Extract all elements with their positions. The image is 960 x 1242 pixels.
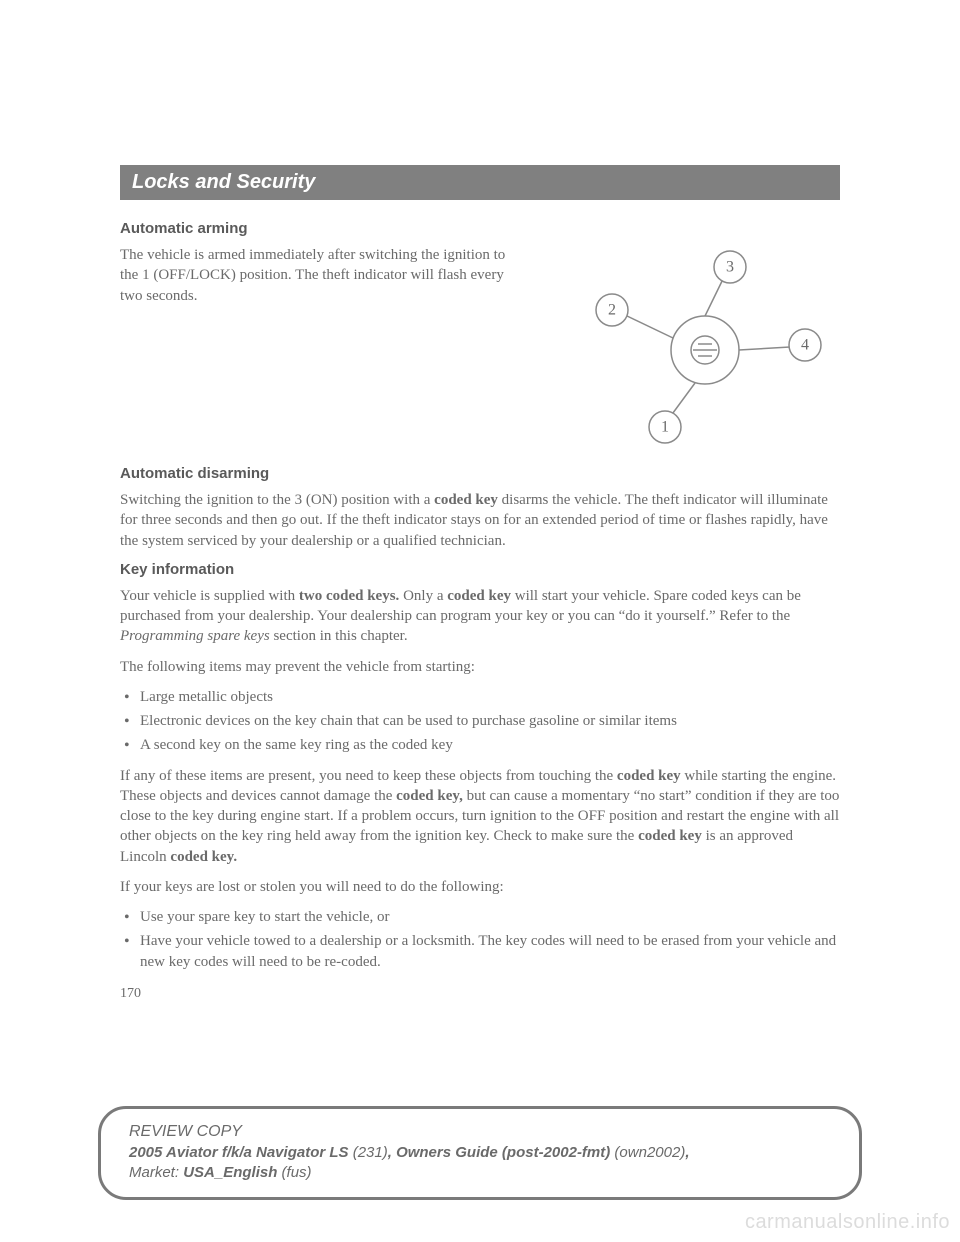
text: A second key on the same key ring as the (140, 737, 392, 753)
keyinfo-p4: If your keys are lost or stolen you will… (120, 877, 840, 897)
ignition-diagram: 3 2 4 1 (550, 245, 840, 445)
list-item: Use your spare key to start the vehicle,… (120, 907, 840, 927)
diagram-label-4: 4 (801, 337, 809, 354)
list-item: Large metallic objects (120, 687, 840, 707)
text-bold: coded key (447, 588, 511, 604)
keyinfo-p3: If any of these items are present, you n… (120, 766, 840, 867)
diagram-label-3: 3 (726, 259, 734, 276)
keyinfo-p2: The following items may prevent the vehi… (120, 657, 840, 677)
text-bold: coded key (434, 492, 498, 508)
text-bold: coded key (392, 737, 453, 753)
bullet-list-1: Large metallic objects Electronic device… (120, 687, 840, 756)
text-bold: Owners Guide (post-2002-fmt) (396, 1144, 610, 1161)
disarming-body: Switching the ignition to the 3 (ON) pos… (120, 490, 840, 551)
footer-box: REVIEW COPY 2005 Aviator f/k/a Navigator… (98, 1106, 862, 1201)
section-header: Locks and Security (120, 165, 840, 200)
text-bold: USA_English (183, 1164, 277, 1181)
heading-automatic-disarming: Automatic disarming (120, 465, 840, 482)
text: (own2002) (610, 1144, 685, 1161)
heading-key-information: Key information (120, 561, 840, 578)
footer-line-2: Market: USA_English (fus) (129, 1163, 831, 1183)
text-bold: , (388, 1144, 396, 1161)
page-number: 170 (120, 986, 840, 1002)
text: (231) (349, 1144, 388, 1161)
manual-page: Locks and Security Automatic arming The … (0, 0, 960, 1002)
text: If any of these items are present, you n… (120, 768, 617, 784)
list-item: Have your vehicle towed to a dealership … (120, 931, 840, 972)
list-item: Electronic devices on the key chain that… (120, 711, 840, 731)
text-bold: , (685, 1144, 689, 1161)
arming-text: The vehicle is armed immediately after s… (120, 245, 520, 445)
text-bold: coded key. (170, 849, 237, 865)
text: section in this chapter. (270, 628, 408, 644)
watermark: carmanualsonline.info (745, 1211, 950, 1234)
list-item: A second key on the same key ring as the… (120, 735, 840, 755)
text-bold: 2005 Aviator f/k/a Navigator LS (129, 1144, 349, 1161)
text-bold: coded key (617, 768, 681, 784)
keyinfo-p1: Your vehicle is supplied with two coded … (120, 586, 840, 647)
diagram-label-1: 1 (661, 419, 669, 436)
footer-review: REVIEW COPY (129, 1123, 831, 1141)
text: Switching the ignition to the 3 (ON) pos… (120, 492, 434, 508)
text: Your vehicle is supplied with (120, 588, 299, 604)
text-bold: coded key, (396, 788, 463, 804)
diagram-label-2: 2 (608, 302, 616, 319)
bullet-list-2: Use your spare key to start the vehicle,… (120, 907, 840, 972)
arming-row: The vehicle is armed immediately after s… (120, 245, 840, 445)
text-bold: two coded keys. (299, 588, 399, 604)
text: Only a (399, 588, 447, 604)
arming-body: The vehicle is armed immediately after s… (120, 245, 520, 306)
text: Market: (129, 1164, 183, 1181)
heading-automatic-arming: Automatic arming (120, 220, 840, 237)
footer-line-1: 2005 Aviator f/k/a Navigator LS (231), O… (129, 1143, 831, 1163)
text: (fus) (277, 1164, 311, 1181)
text-bold: coded key (638, 828, 702, 844)
text-italic: Programming spare keys (120, 628, 270, 644)
